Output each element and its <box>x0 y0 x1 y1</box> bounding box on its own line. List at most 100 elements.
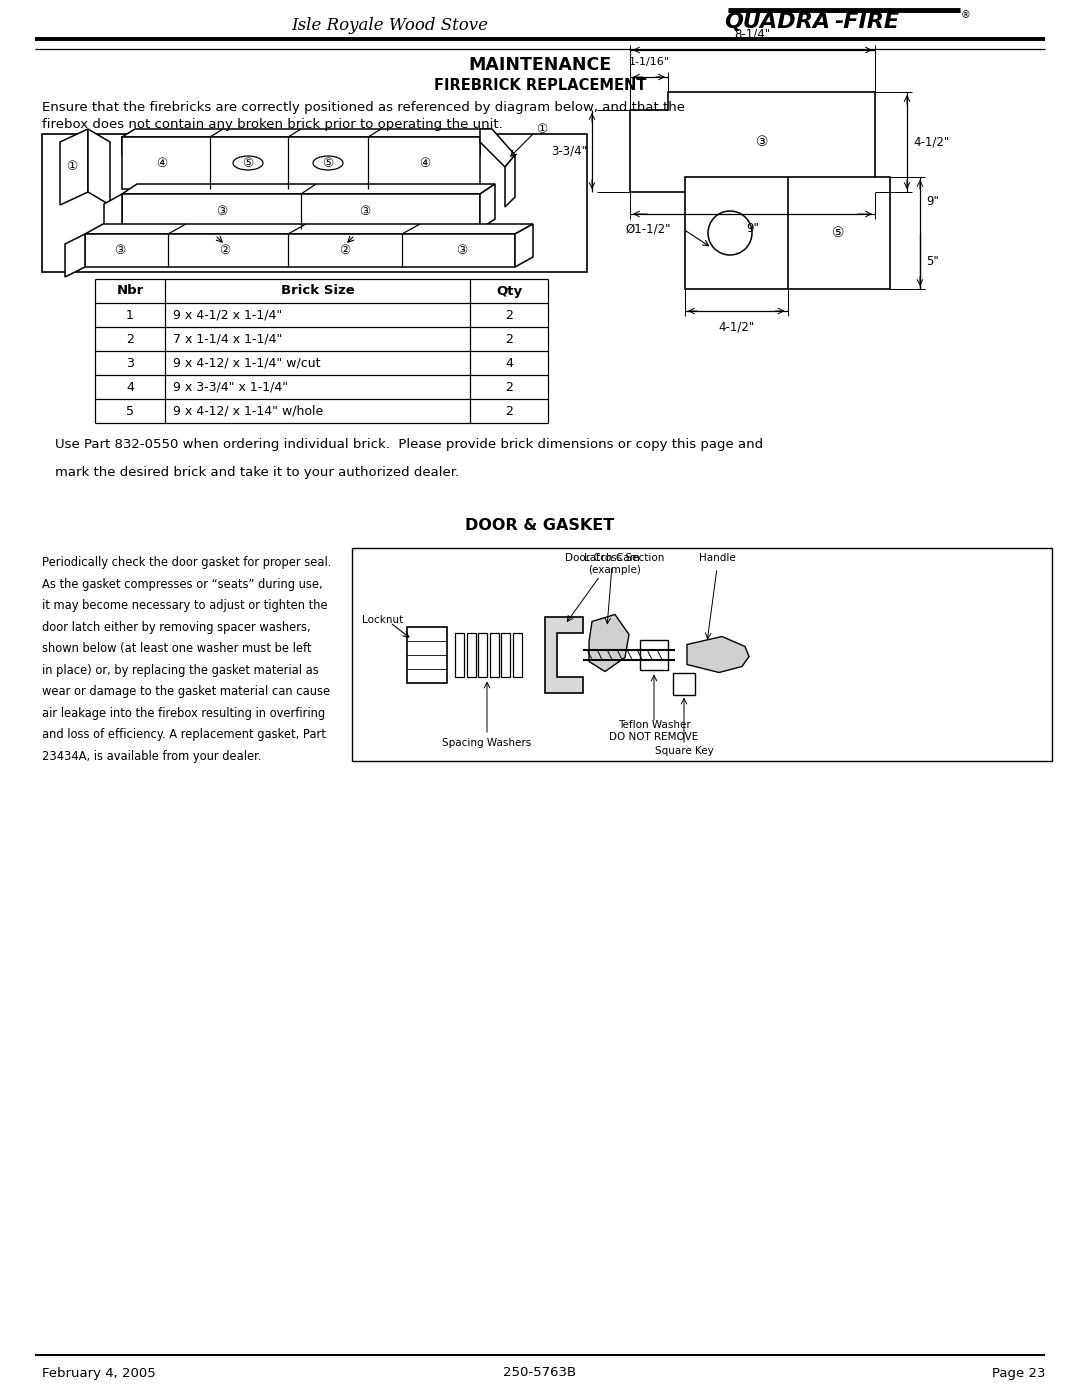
Text: ③: ③ <box>114 243 125 257</box>
Text: ③: ③ <box>756 136 769 149</box>
Text: 4-1/2": 4-1/2" <box>913 136 949 148</box>
Bar <box>478 633 487 676</box>
Polygon shape <box>104 194 122 239</box>
Polygon shape <box>65 235 85 277</box>
Text: wear or damage to the gasket material can cause: wear or damage to the gasket material ca… <box>42 685 330 698</box>
Text: DO NOT REMOVE: DO NOT REMOVE <box>609 732 699 742</box>
Bar <box>640 640 669 669</box>
Text: 2: 2 <box>126 332 134 345</box>
Text: 2: 2 <box>505 380 513 394</box>
Text: 9 x 4-12/ x 1-14" w/hole: 9 x 4-12/ x 1-14" w/hole <box>173 405 323 418</box>
Text: ⑤: ⑤ <box>322 156 334 169</box>
Text: Locknut: Locknut <box>362 615 403 624</box>
Bar <box>42 134 588 272</box>
Polygon shape <box>122 129 492 137</box>
Text: 2: 2 <box>505 405 513 418</box>
Text: 1: 1 <box>126 309 134 321</box>
Text: ③: ③ <box>457 243 468 257</box>
Text: 2: 2 <box>505 309 513 321</box>
Text: 9 x 4-12/ x 1-1/4" w/cut: 9 x 4-12/ x 1-1/4" w/cut <box>173 356 321 369</box>
Text: ⑤: ⑤ <box>833 226 845 240</box>
Polygon shape <box>480 129 515 168</box>
Text: 9 x 4-1/2 x 1-1/4": 9 x 4-1/2 x 1-1/4" <box>173 309 282 321</box>
Text: ①: ① <box>66 161 78 173</box>
Polygon shape <box>687 637 750 672</box>
Text: 4: 4 <box>126 380 134 394</box>
Text: Square Key: Square Key <box>654 746 714 756</box>
Text: 5: 5 <box>126 405 134 418</box>
Polygon shape <box>589 615 629 672</box>
Text: Periodically check the door gasket for proper seal.: Periodically check the door gasket for p… <box>42 556 332 569</box>
Text: MAINTENANCE: MAINTENANCE <box>469 56 611 74</box>
Bar <box>407 626 447 683</box>
Text: 7 x 1-1/4 x 1-1/4": 7 x 1-1/4 x 1-1/4" <box>173 332 282 345</box>
Polygon shape <box>545 616 583 693</box>
Text: Ø1-1/2": Ø1-1/2" <box>625 222 671 236</box>
Text: 5": 5" <box>926 254 939 267</box>
Text: Nbr: Nbr <box>117 285 144 298</box>
Text: (example): (example) <box>589 564 642 576</box>
Text: FIREBRICK REPLACEMENT: FIREBRICK REPLACEMENT <box>434 77 646 92</box>
Text: 4-1/2": 4-1/2" <box>718 320 754 332</box>
Polygon shape <box>122 194 480 229</box>
Polygon shape <box>87 129 110 205</box>
Text: ③: ③ <box>216 204 228 218</box>
Text: ④: ④ <box>419 156 431 169</box>
Text: ⑤: ⑤ <box>242 156 254 169</box>
Text: Page 23: Page 23 <box>991 1366 1045 1379</box>
Text: ②: ② <box>219 243 231 257</box>
Bar <box>685 177 890 289</box>
Text: ®: ® <box>960 10 970 20</box>
Bar <box>455 633 464 676</box>
Text: 3-3/4": 3-3/4" <box>551 144 588 158</box>
Bar <box>489 633 499 676</box>
Polygon shape <box>630 92 875 191</box>
Text: 1-1/16": 1-1/16" <box>629 57 670 67</box>
Text: ①: ① <box>537 123 548 136</box>
Text: 4: 4 <box>505 356 513 369</box>
Text: Qty: Qty <box>496 285 522 298</box>
Text: firebox does not contain any broken brick prior to operating the unit.: firebox does not contain any broken bric… <box>42 117 503 130</box>
Text: it may become necessary to adjust or tighten the: it may become necessary to adjust or tig… <box>42 599 327 612</box>
Text: 250-5763B: 250-5763B <box>503 1366 577 1379</box>
Text: Isle Royale Wood Stove: Isle Royale Wood Stove <box>292 17 488 34</box>
Text: ④: ④ <box>157 156 167 169</box>
Polygon shape <box>122 137 480 189</box>
Polygon shape <box>122 137 480 155</box>
Text: DOOR & GASKET: DOOR & GASKET <box>465 518 615 534</box>
Text: February 4, 2005: February 4, 2005 <box>42 1366 156 1379</box>
Text: 9 x 3-3/4" x 1-1/4": 9 x 3-3/4" x 1-1/4" <box>173 380 288 394</box>
Bar <box>467 633 475 676</box>
Text: As the gasket compresses or “seats” during use,: As the gasket compresses or “seats” duri… <box>42 577 323 591</box>
Text: Latch Cam: Latch Cam <box>584 553 639 563</box>
Text: Handle: Handle <box>699 553 735 563</box>
Text: shown below (at least one washer must be left: shown below (at least one washer must be… <box>42 643 311 655</box>
Text: Teflon Washer: Teflon Washer <box>618 719 690 731</box>
Text: and loss of efficiency. A replacement gasket, Part: and loss of efficiency. A replacement ga… <box>42 728 326 740</box>
Polygon shape <box>85 224 534 235</box>
Text: mark the desired brick and take it to your authorized dealer.: mark the desired brick and take it to yo… <box>55 467 459 479</box>
Text: ②: ② <box>339 243 351 257</box>
Text: QUADRA: QUADRA <box>724 13 831 32</box>
Text: 23434A, is available from your dealer.: 23434A, is available from your dealer. <box>42 750 261 763</box>
Polygon shape <box>480 184 495 229</box>
Polygon shape <box>515 224 534 267</box>
Text: 9": 9" <box>746 222 759 235</box>
Text: -FIRE: -FIRE <box>834 13 900 32</box>
Text: 3: 3 <box>126 356 134 369</box>
Polygon shape <box>60 129 87 205</box>
Text: 8-1/4": 8-1/4" <box>734 27 770 41</box>
Text: ③: ③ <box>360 204 370 218</box>
Text: Ensure that the firebricks are correctly positioned as referenced by diagram bel: Ensure that the firebricks are correctly… <box>42 101 685 113</box>
Bar <box>673 672 696 694</box>
Text: air leakage into the firebox resulting in overfiring: air leakage into the firebox resulting i… <box>42 707 325 719</box>
Text: 2: 2 <box>505 332 513 345</box>
Bar <box>513 633 522 676</box>
Bar <box>501 633 510 676</box>
Text: Brick Size: Brick Size <box>281 285 354 298</box>
Bar <box>352 548 1052 761</box>
Text: 9": 9" <box>926 196 939 208</box>
Text: Use Part 832-0550 when ordering individual brick.  Please provide brick dimensio: Use Part 832-0550 when ordering individu… <box>55 439 764 451</box>
Polygon shape <box>122 184 495 194</box>
Text: in place) or, by replacing the gasket material as: in place) or, by replacing the gasket ma… <box>42 664 319 676</box>
